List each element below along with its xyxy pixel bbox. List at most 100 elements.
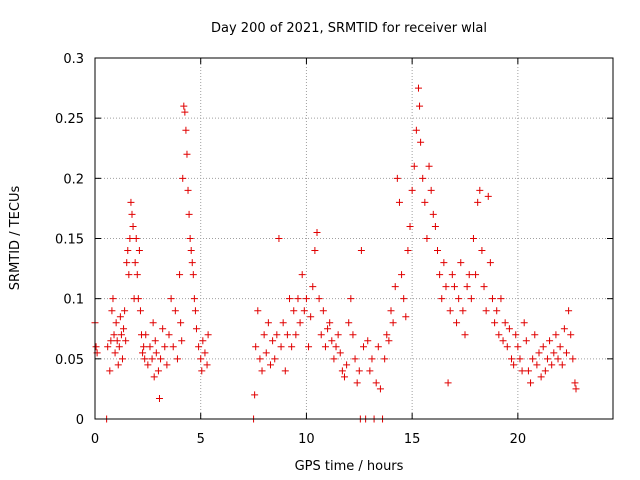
data-point <box>514 343 522 351</box>
data-point <box>256 355 264 363</box>
data-point <box>423 235 431 242</box>
data-point <box>512 331 520 339</box>
data-point <box>474 198 482 206</box>
data-point <box>524 367 532 375</box>
data-point <box>177 319 185 327</box>
data-point <box>109 295 117 303</box>
data-point <box>572 385 580 393</box>
data-point <box>531 331 539 339</box>
data-point <box>402 313 410 321</box>
data-point <box>142 331 150 339</box>
data-point <box>480 283 488 291</box>
data-point <box>179 174 187 182</box>
data-point <box>307 313 315 321</box>
data-point <box>345 319 353 327</box>
data-point <box>527 379 535 387</box>
data-point <box>404 247 412 255</box>
data-point <box>117 331 125 339</box>
data-point <box>186 235 194 242</box>
data-point <box>562 349 570 357</box>
data-point <box>427 186 435 194</box>
data-point <box>565 307 573 315</box>
data-point <box>279 319 287 327</box>
x-tick-labels: 0 5 10 15 20 <box>91 432 526 447</box>
data-point <box>429 210 437 218</box>
data-point <box>436 271 444 279</box>
data-point <box>311 247 319 255</box>
data-point <box>106 367 114 375</box>
data-point <box>440 259 448 267</box>
data-point <box>469 235 477 242</box>
data-point <box>288 343 296 351</box>
data-point <box>283 331 291 339</box>
data-point <box>178 337 186 345</box>
data-point <box>112 319 120 327</box>
y-tick-label: 0.2 <box>63 172 84 187</box>
data-point <box>126 235 134 242</box>
data-point <box>149 319 157 327</box>
data-point <box>302 295 310 303</box>
data-point <box>488 295 496 303</box>
data-point <box>518 367 526 375</box>
data-point <box>258 367 266 375</box>
data-point <box>198 367 206 375</box>
data-point <box>104 343 112 351</box>
data-point <box>122 337 130 345</box>
data-point <box>550 349 558 357</box>
data-point <box>438 295 446 303</box>
data-point <box>548 361 556 369</box>
data-point <box>410 162 418 170</box>
data-point <box>292 331 300 339</box>
data-point <box>176 271 184 279</box>
x-tick-label: 15 <box>404 432 421 447</box>
data-point <box>537 373 545 381</box>
data-point <box>444 379 452 387</box>
data-point <box>152 349 160 357</box>
data-point <box>368 355 376 363</box>
data-point <box>393 174 401 182</box>
data-point <box>425 162 433 170</box>
data-point <box>296 319 304 327</box>
data-point <box>260 331 268 339</box>
data-point <box>121 307 129 315</box>
data-point <box>123 259 131 267</box>
data-point <box>459 307 467 315</box>
data-point <box>148 355 156 363</box>
data-point <box>520 319 528 327</box>
data-point <box>501 319 509 327</box>
data-point <box>508 355 516 363</box>
data-point <box>266 361 274 369</box>
x-axis-label: GPS time / hours <box>295 459 404 474</box>
data-point <box>151 337 159 345</box>
data-point <box>169 343 177 351</box>
data-point <box>262 349 270 357</box>
y-axis-label: SRMTID / TECUs <box>8 186 23 291</box>
data-point <box>157 355 165 363</box>
data-point <box>349 331 357 339</box>
data-point <box>556 343 564 351</box>
data-point <box>497 295 505 303</box>
data-point <box>552 331 560 339</box>
x-tick-label: 20 <box>510 432 527 447</box>
data-point <box>546 337 554 345</box>
data-point <box>383 331 391 339</box>
data-point <box>195 343 203 351</box>
data-point <box>144 361 152 369</box>
data-point <box>115 343 123 351</box>
data-point <box>139 349 147 357</box>
data-point <box>128 210 136 218</box>
data-point <box>360 343 368 351</box>
data-point <box>476 186 484 194</box>
data-point <box>146 343 154 351</box>
data-point <box>254 307 262 315</box>
data-point <box>567 331 575 339</box>
data-point <box>319 307 327 315</box>
x-tick-label: 10 <box>298 432 315 447</box>
data-point <box>503 343 511 351</box>
data-point <box>355 367 363 375</box>
data-point <box>324 325 332 333</box>
data-point <box>387 307 395 315</box>
data-point <box>167 295 175 303</box>
data-point <box>482 307 490 315</box>
